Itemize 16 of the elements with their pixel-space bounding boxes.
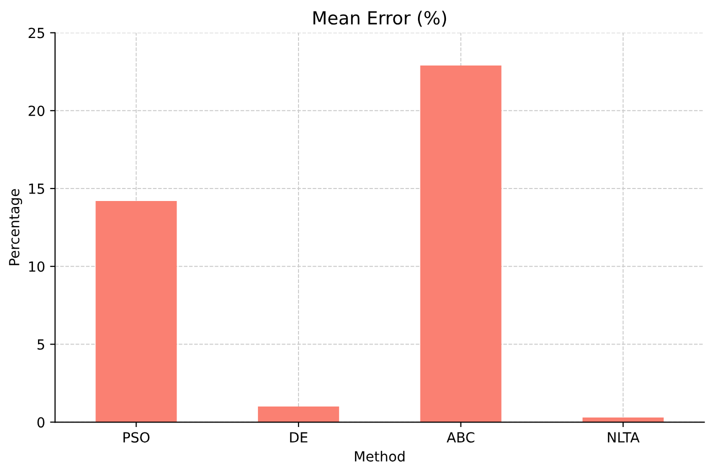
y-tick-label: 15 [29, 184, 44, 194]
x-axis-title: Method [354, 450, 404, 462]
chart-title: Mean Error (%) [313, 10, 446, 27]
bar [258, 406, 340, 422]
y-tick-label: 25 [28, 28, 44, 38]
bar [96, 200, 177, 422]
y-tick-label: 10 [29, 261, 44, 272]
x-tick-label: PSO [124, 432, 150, 443]
y-tick-label: 20 [28, 106, 44, 116]
bar [420, 65, 502, 422]
x-tick-label: NLTA [608, 432, 640, 442]
x-tick-label: DE [290, 432, 308, 442]
y-tick-label: 0 [37, 417, 44, 428]
y-tick-label: 5 [38, 339, 44, 350]
y-axis-title: Percentage [9, 189, 22, 266]
x-tick-label: ABC [446, 432, 474, 443]
